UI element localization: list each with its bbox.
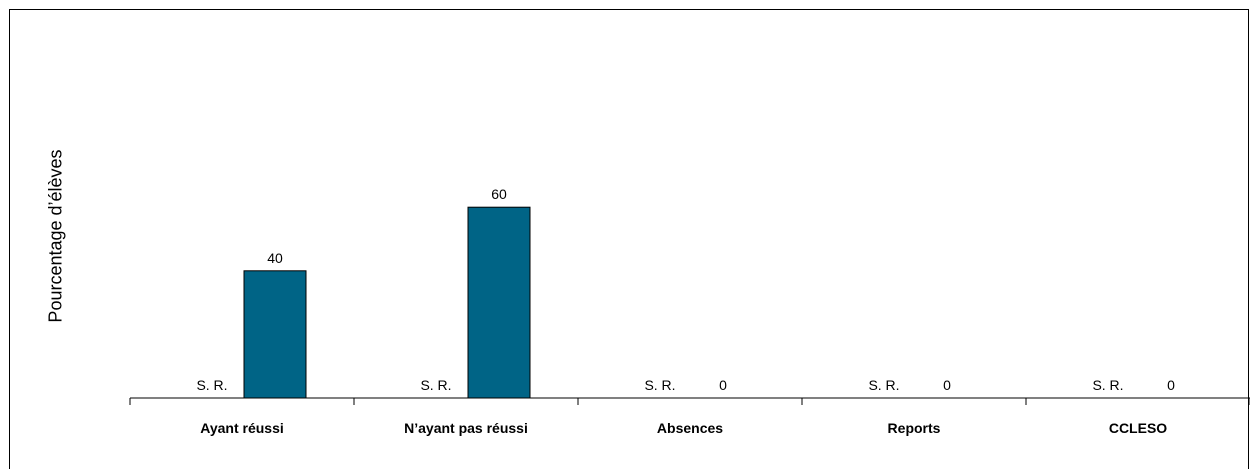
chart-frame [9, 9, 1249, 469]
series-1-value-label: S. R. [196, 377, 227, 393]
bar [243, 270, 307, 399]
bar-value-label: 40 [267, 250, 283, 266]
bars [243, 206, 531, 399]
bar [467, 206, 531, 399]
series-1-value-label: S. R. [644, 377, 675, 393]
bar-chart: Ayant réussi S. R. 40 N’ayant pas réussi S. … [129, 186, 1250, 436]
series-1-value-label: S. R. [868, 377, 899, 393]
x-axis [129, 397, 1250, 405]
category-label: Reports [888, 420, 941, 436]
series-1-value-label: S. R. [1092, 377, 1123, 393]
category-label: CCLESO [1109, 420, 1167, 436]
series-1-value-label: S. R. [420, 377, 451, 393]
category-label: Absences [657, 420, 723, 436]
category-label: N’ayant pas réussi [404, 420, 528, 436]
bar-value-label: 60 [491, 186, 507, 202]
category-label: Ayant réussi [200, 420, 284, 436]
bar-value-label: 0 [943, 377, 951, 393]
bar-value-label: 0 [1167, 377, 1175, 393]
bar-value-label: 0 [719, 377, 727, 393]
labels: Ayant réussi S. R. 40 N’ayant pas réussi S. … [196, 186, 1175, 436]
